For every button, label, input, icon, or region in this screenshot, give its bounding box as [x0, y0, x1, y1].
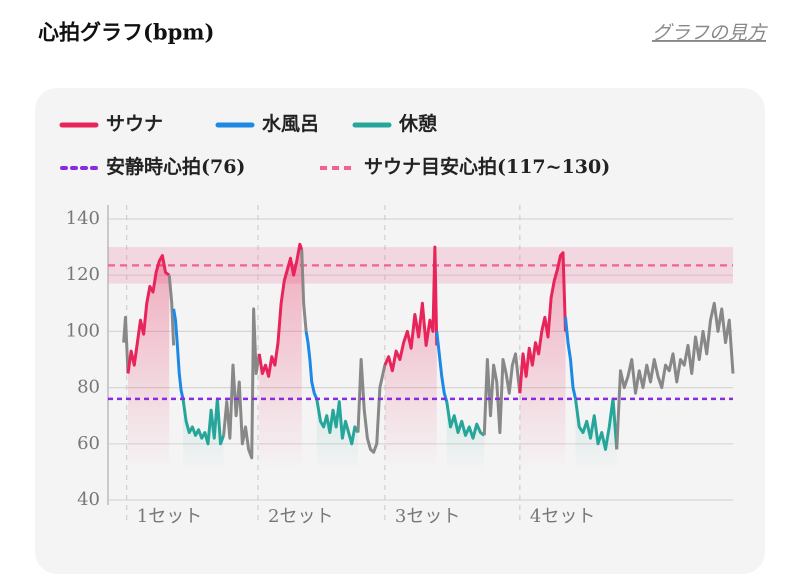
area — [259, 244, 302, 472]
area — [128, 255, 170, 472]
y-tick-label: 40 — [77, 489, 100, 510]
heart-rate-line — [181, 397, 226, 446]
legend-label: サウナ目安心拍(117~130) — [364, 155, 610, 178]
heart-rate-line — [383, 245, 439, 373]
y-tick-label: 140 — [66, 208, 100, 229]
area — [316, 398, 358, 472]
heart-rate-line — [304, 331, 319, 400]
heart-rate-line — [300, 249, 308, 332]
heart-rate-line — [435, 331, 449, 403]
heart-rate-line — [222, 307, 261, 460]
heart-rate-line — [615, 301, 735, 450]
legend-label: 水風呂 — [262, 113, 319, 135]
set-label: 4セット — [530, 506, 595, 527]
y-tick-label: 120 — [66, 264, 100, 285]
area — [384, 247, 437, 472]
heart-rate-line — [172, 308, 185, 400]
legend-label: サウナ — [106, 113, 163, 135]
legend-label: 休憩 — [398, 112, 437, 135]
y-tick-label: 60 — [77, 433, 100, 454]
area — [519, 252, 566, 472]
heart-rate-line — [574, 397, 619, 451]
y-tick-label: 80 — [77, 377, 100, 398]
heart-rate-line — [482, 352, 522, 436]
y-tick-label: 100 — [66, 320, 100, 341]
heart-rate-line — [257, 242, 304, 378]
set-label: 1セット — [137, 506, 202, 527]
chart-title: 心拍グラフ(bpm) — [38, 20, 214, 45]
help-link[interactable]: グラフの見方 — [652, 22, 768, 44]
heart-rate-line — [356, 358, 387, 454]
set-label: 2セット — [268, 506, 333, 527]
heart-rate-line — [518, 251, 567, 394]
heart-rate-line — [167, 275, 176, 346]
heart-rate-line — [564, 317, 577, 400]
heart-rate-line — [126, 254, 171, 374]
legend-label: 安静時心拍(76) — [106, 155, 245, 178]
heart-rate-line — [315, 398, 360, 446]
heart-rate-line — [445, 401, 486, 440]
set-label: 3セット — [395, 506, 460, 527]
heart-rate-line — [122, 315, 130, 374]
